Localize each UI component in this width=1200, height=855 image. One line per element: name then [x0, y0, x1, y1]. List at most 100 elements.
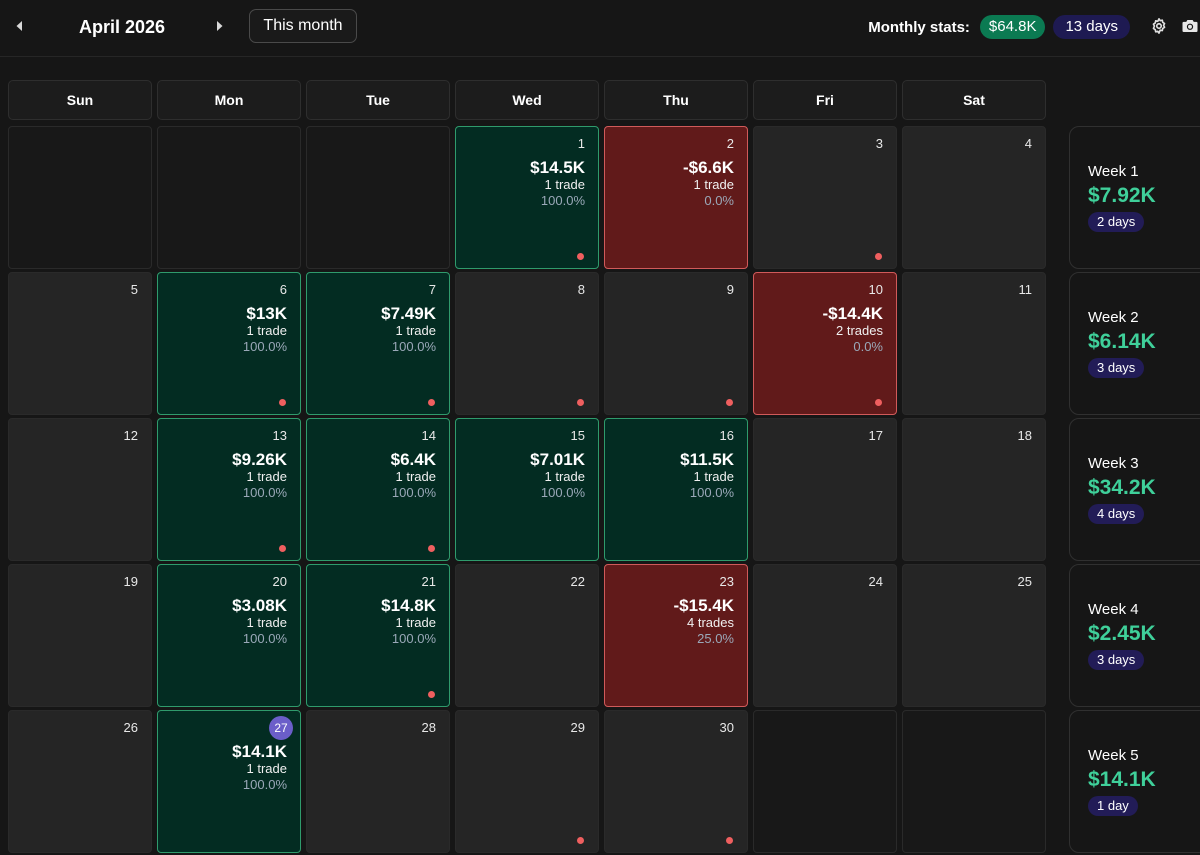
day-cell[interactable]: 3	[753, 126, 897, 269]
day-cell[interactable]: 27 $14.1K 1 trade 100.0%	[157, 710, 301, 853]
day-cell[interactable]: 15 $7.01K 1 trade 100.0%	[455, 418, 599, 561]
day-win-rate: 100.0%	[391, 339, 436, 354]
day-cell[interactable]: 13 $9.26K 1 trade 100.0%	[157, 418, 301, 561]
week-pnl: $2.45K	[1088, 622, 1156, 645]
day-cell[interactable]: 20 $3.08K 1 trade 100.0%	[157, 564, 301, 707]
day-trade-count: 1 trade	[395, 323, 436, 338]
day-cell[interactable]: 6 $13K 1 trade 100.0%	[157, 272, 301, 415]
weekday-header-thu: Thu	[604, 80, 748, 120]
day-pnl: $14.8K	[381, 596, 436, 615]
day-trade-count: 2 trades	[836, 323, 883, 338]
day-cell[interactable]: 24	[753, 564, 897, 707]
note-indicator-dot	[726, 399, 733, 406]
day-trade-count: 4 trades	[687, 615, 734, 630]
gear-icon[interactable]	[1150, 17, 1168, 35]
caret-left-icon[interactable]	[12, 18, 28, 34]
weekday-header-sun: Sun	[8, 80, 152, 120]
empty-day-cell	[753, 710, 897, 853]
week-pnl: $14.1K	[1088, 768, 1156, 791]
day-pnl: $7.49K	[381, 304, 436, 323]
day-cell[interactable]: 1 $14.5K 1 trade 100.0%	[455, 126, 599, 269]
day-cell[interactable]: 2 -$6.6K 1 trade 0.0%	[604, 126, 748, 269]
day-pnl: -$15.4K	[673, 596, 734, 615]
week-days-badge: 2 days	[1088, 212, 1145, 232]
note-indicator-dot	[875, 253, 882, 260]
day-win-rate: 100.0%	[242, 631, 287, 646]
day-cell[interactable]: 23 -$15.4K 4 trades 25.0%	[604, 564, 748, 707]
day-cell[interactable]: 28	[306, 710, 450, 853]
day-number: 23	[719, 574, 734, 589]
day-pnl: $9.26K	[232, 450, 287, 469]
day-cell[interactable]: 5	[8, 272, 152, 415]
week-summary-card[interactable]: Week 5 $14.1K 1 day	[1069, 710, 1200, 853]
day-number: 11	[1018, 282, 1033, 297]
week-days-badge: 3 days	[1088, 358, 1145, 378]
day-number: 29	[570, 720, 585, 735]
day-number: 7	[428, 282, 436, 297]
day-number: 8	[577, 282, 585, 297]
week-summary-card[interactable]: Week 2 $6.14K 3 days	[1069, 272, 1200, 415]
day-trade-count: 1 trade	[693, 469, 734, 484]
note-indicator-dot	[428, 691, 435, 698]
day-cell[interactable]: 10 -$14.4K 2 trades 0.0%	[753, 272, 897, 415]
week-summary-card[interactable]: Week 4 $2.45K 3 days	[1069, 564, 1200, 707]
day-cell[interactable]: 21 $14.8K 1 trade 100.0%	[306, 564, 450, 707]
day-pnl: $6.4K	[390, 450, 436, 469]
week-summary-card[interactable]: Week 1 $7.92K 2 days	[1069, 126, 1200, 269]
note-indicator-dot	[577, 837, 584, 844]
month-title: April 2026	[78, 17, 166, 37]
day-number: 18	[1017, 428, 1032, 443]
day-cell[interactable]: 14 $6.4K 1 trade 100.0%	[306, 418, 450, 561]
day-trade-count: 1 trade	[544, 469, 585, 484]
day-number: 13	[272, 428, 287, 443]
week-summary-card[interactable]: Week 3 $34.2K 4 days	[1069, 418, 1200, 561]
day-number: 2	[726, 136, 734, 151]
note-indicator-dot	[875, 399, 882, 406]
day-cell[interactable]: 19	[8, 564, 152, 707]
day-trade-count: 1 trade	[246, 469, 287, 484]
day-cell[interactable]: 25	[902, 564, 1046, 707]
day-cell[interactable]: 9	[604, 272, 748, 415]
day-pnl: $3.08K	[232, 596, 287, 615]
this-month-button[interactable]: This month	[249, 9, 357, 43]
day-cell[interactable]: 16 $11.5K 1 trade 100.0%	[604, 418, 748, 561]
caret-right-icon[interactable]	[211, 18, 227, 34]
day-pnl: $14.5K	[530, 158, 585, 177]
day-trade-count: 1 trade	[544, 177, 585, 192]
day-cell[interactable]: 12	[8, 418, 152, 561]
week-days-badge: 3 days	[1088, 650, 1145, 670]
camera-icon[interactable]	[1181, 17, 1199, 35]
week-label: Week 1	[1088, 163, 1139, 180]
empty-day-cell	[8, 126, 152, 269]
day-cell[interactable]: 18	[902, 418, 1046, 561]
day-cell[interactable]: 7 $7.49K 1 trade 100.0%	[306, 272, 450, 415]
day-win-rate: 0.0%	[704, 193, 734, 208]
day-number: 3	[875, 136, 883, 151]
day-cell[interactable]: 8	[455, 272, 599, 415]
day-pnl: $13K	[246, 304, 287, 323]
day-cell[interactable]: 26	[8, 710, 152, 853]
day-number: 24	[868, 574, 883, 589]
week-pnl: $34.2K	[1088, 476, 1156, 499]
day-number: 26	[123, 720, 138, 735]
day-cell[interactable]: 17	[753, 418, 897, 561]
day-trade-count: 1 trade	[246, 761, 287, 776]
day-cell[interactable]: 11	[902, 272, 1046, 415]
weekday-header-sat: Sat	[902, 80, 1046, 120]
day-number: 6	[279, 282, 287, 297]
monthly-profit-badge: $64.8K	[979, 15, 1046, 39]
weekday-header-fri: Fri	[753, 80, 897, 120]
empty-day-cell	[157, 126, 301, 269]
day-win-rate: 100.0%	[689, 485, 734, 500]
week-days-badge: 1 day	[1088, 796, 1138, 816]
monthly-stats: Monthly stats: $64.8K 13 days	[868, 14, 1130, 40]
day-cell[interactable]: 29	[455, 710, 599, 853]
day-trade-count: 1 trade	[246, 615, 287, 630]
note-indicator-dot	[428, 399, 435, 406]
day-cell[interactable]: 30	[604, 710, 748, 853]
day-pnl: $11.5K	[680, 450, 734, 469]
day-number: 10	[868, 282, 883, 297]
day-cell[interactable]: 22	[455, 564, 599, 707]
day-cell[interactable]: 4	[902, 126, 1046, 269]
note-indicator-dot	[577, 399, 584, 406]
